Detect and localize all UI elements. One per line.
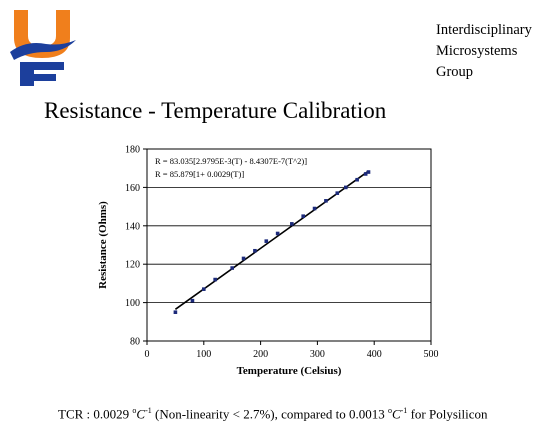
org-line-2: Microsystems xyxy=(436,43,518,59)
y-tick-label-0: 80 xyxy=(130,337,140,348)
unit-base: C xyxy=(136,406,146,422)
degree-symbol: o xyxy=(132,406,137,415)
fit-equation-0: R = 83.035[2.9795E-3(T) - 8.4307E-7(T^2)… xyxy=(155,156,307,166)
x-tick-label-4: 400 xyxy=(367,349,382,360)
org-line-3: Group xyxy=(436,64,474,80)
tcr-tail: for Polysilicon xyxy=(407,406,488,422)
slide-title: Resistance - Temperature Calibration xyxy=(44,98,387,123)
data-point-0-9 xyxy=(290,222,294,226)
data-point-0-7 xyxy=(264,239,269,243)
data-point-0-0 xyxy=(173,310,178,314)
data-point-0-16 xyxy=(363,172,368,176)
data-point-0-17 xyxy=(366,170,371,174)
data-point-0-5 xyxy=(241,256,246,261)
data-point-0-12 xyxy=(324,199,328,203)
tcr-middle: (Non-linearity < 2.7%), compared to 0.00… xyxy=(151,406,388,422)
y-axis-label: Resistance (Ohms) xyxy=(97,201,109,289)
y-tick-label-5: 180 xyxy=(125,145,140,156)
data-point-0-3 xyxy=(213,277,217,282)
unit-base-2: C xyxy=(391,406,401,422)
y-tick-label-1: 100 xyxy=(125,298,140,309)
x-tick-label-3: 300 xyxy=(310,349,325,360)
chart-gridlines xyxy=(147,187,431,304)
unit-exponent: -1 xyxy=(145,406,152,415)
calibration-chart: 0 100 200 300 400 500 80 100 120 140 160 180 R = 8… xyxy=(97,145,439,378)
organization-name: Interdisciplinary Microsystems Group xyxy=(436,20,532,83)
x-axis-ticks: 0 100 200 300 400 500 xyxy=(145,341,439,360)
y-tick-label-2: 120 xyxy=(125,260,140,271)
tcr-footnote: TCR : 0.0029 oC-1 (Non-linearity < 2.7%)… xyxy=(58,406,487,422)
data-point-0-2 xyxy=(202,287,206,291)
fit-equation-1: R = 85.879[1+ 0.0029(T)] xyxy=(155,169,244,179)
fit-equations: R = 83.035[2.9795E-3(T) - 8.4307E-7(T^2)… xyxy=(155,156,307,179)
x-tick-label-0: 0 xyxy=(145,349,150,360)
y-tick-label-3: 140 xyxy=(125,221,140,232)
org-line-1: Interdisciplinary xyxy=(436,22,532,38)
data-point-0-15 xyxy=(355,177,359,182)
uf-gator-logo-icon xyxy=(10,10,76,86)
data-point-0-4 xyxy=(230,266,234,270)
unit-exponent-2: -1 xyxy=(400,406,408,415)
tcr-lead: TCR : 0.0029 xyxy=(58,406,133,422)
data-point-0-6 xyxy=(253,248,257,253)
data-point-0-8 xyxy=(275,231,280,236)
data-point-0-13 xyxy=(335,191,340,195)
y-tick-label-4: 160 xyxy=(125,183,140,194)
x-axis-label: Temperature (Celsius) xyxy=(237,365,342,377)
y-axis-ticks: 80 100 120 140 160 180 xyxy=(125,145,147,348)
data-point-0-10 xyxy=(301,214,305,218)
x-tick-label-2: 200 xyxy=(253,349,268,360)
degree-symbol-2: o xyxy=(387,406,392,415)
x-tick-label-5: 500 xyxy=(424,349,439,360)
data-point-0-14 xyxy=(344,185,348,190)
data-point-0-1 xyxy=(190,298,195,303)
plot-area-frame xyxy=(146,148,432,342)
data-point-0-11 xyxy=(312,206,317,211)
data-points xyxy=(173,170,371,314)
x-tick-label-1: 100 xyxy=(196,349,211,360)
